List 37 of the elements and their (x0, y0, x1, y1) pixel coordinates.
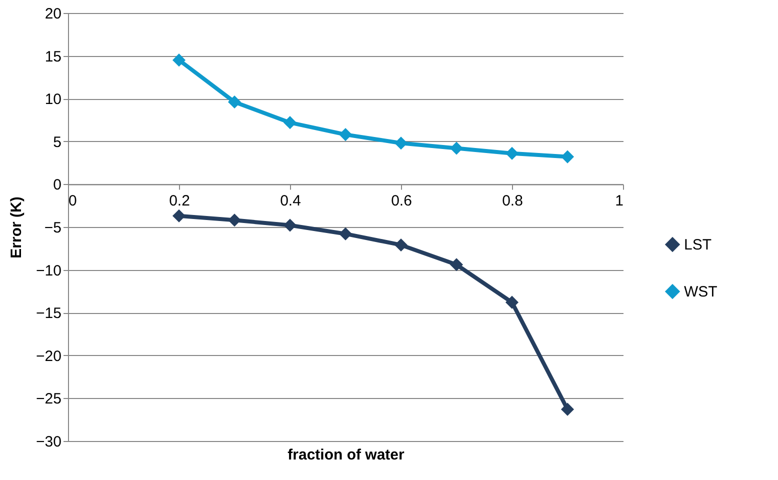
point (283, 218, 297, 232)
x-axis-title: fraction of water (288, 446, 404, 464)
y-tick-label: 5 (53, 134, 62, 151)
point (228, 214, 242, 227)
point (338, 227, 352, 240)
y-tick-label: −20 (36, 348, 62, 365)
y-tick-label: 20 (44, 6, 62, 22)
point (394, 136, 408, 150)
point (394, 238, 408, 252)
point (560, 150, 574, 164)
y-tick-label: −5 (44, 220, 62, 236)
point (228, 96, 242, 109)
y-tick-label: −15 (36, 305, 62, 322)
point (172, 54, 186, 67)
point (450, 258, 464, 272)
x-tick-label: 0.4 (280, 192, 301, 210)
legend-label: LST (684, 236, 712, 254)
point (505, 296, 519, 309)
point (172, 209, 186, 222)
point (560, 402, 574, 416)
x-tick-label: 0.2 (169, 192, 190, 210)
x-tick-label: 0 (68, 192, 77, 210)
point (283, 116, 297, 130)
x-tick-label: 1 (615, 192, 624, 210)
y-axis-title: Error (K) (8, 196, 26, 258)
point (338, 128, 352, 142)
legend-label: WST (684, 284, 718, 300)
y-tick-label: −25 (36, 390, 62, 408)
y-tick-label: 15 (44, 48, 62, 66)
point (450, 142, 464, 155)
y-tick-label: 0 (53, 176, 62, 194)
x-tick-label: 0.8 (502, 192, 523, 210)
y-tick-label: −10 (36, 262, 62, 280)
x-tick-label: 0.6 (391, 192, 412, 210)
y-tick-label: −30 (36, 434, 62, 450)
y-tick-label: 10 (44, 91, 62, 108)
point (505, 146, 519, 160)
